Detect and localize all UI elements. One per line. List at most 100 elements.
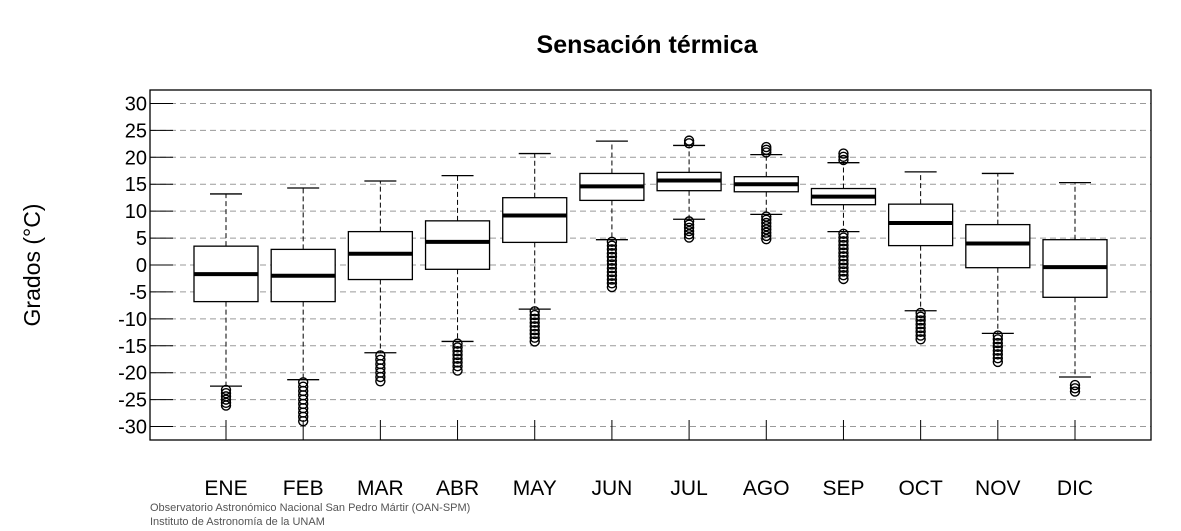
outlier-point <box>375 376 386 387</box>
outlier-point <box>529 336 540 347</box>
box-feb <box>270 187 336 427</box>
outlier-point <box>452 338 463 349</box>
y-tick-label: -5 <box>129 282 147 304</box>
outlier-point <box>606 281 618 293</box>
outlier-point <box>683 225 695 237</box>
outlier-point <box>529 309 540 321</box>
x-tick-label: ABR <box>436 477 479 500</box>
outlier-point <box>838 243 849 255</box>
x-tick-label: DIC <box>1057 477 1093 500</box>
x-tick-label: MAY <box>513 477 557 500</box>
credit-observatory: Observatorio Astronómico Nacional San Pe… <box>150 502 471 514</box>
x-tick-label: MAR <box>357 477 404 500</box>
outlier-point <box>992 356 1004 368</box>
outlier-point <box>606 259 618 270</box>
iqr-box <box>965 223 1031 269</box>
outlier-point <box>761 141 772 153</box>
y-tick-label: 15 <box>125 174 147 196</box>
outlier-point <box>606 274 618 285</box>
outlier-point <box>606 255 618 266</box>
credit-institute: Instituto de Astronomía de la UNAM <box>150 516 325 528</box>
outlier-point <box>529 313 540 325</box>
iqr-box <box>424 220 491 270</box>
outlier-point <box>761 147 772 158</box>
outlier-point <box>1069 383 1081 394</box>
outlier-point <box>606 236 618 248</box>
x-tick-label: OCT <box>898 477 943 500</box>
outlier-point <box>452 342 463 353</box>
y-axis: 30 25 20 15 10 5 0 -5 -10 -15 -20 -25 -30 <box>118 93 173 439</box>
outlier-point <box>992 330 1004 341</box>
outlier-point <box>838 232 849 243</box>
outlier-point <box>606 278 618 289</box>
box-jun <box>579 140 645 293</box>
outlier-point <box>838 262 849 273</box>
x-tick-label: JUN <box>591 477 632 500</box>
box-ago <box>733 141 799 245</box>
outlier-point <box>915 307 926 319</box>
outlier-point <box>452 365 463 376</box>
outlier-point <box>220 400 232 411</box>
outlier-point <box>761 144 772 155</box>
outlier-point <box>452 353 463 364</box>
outlier-point <box>915 330 926 341</box>
outlier-point <box>606 244 618 255</box>
plot-frame <box>149 89 1152 441</box>
outlier-point <box>838 258 849 270</box>
box-abr <box>424 174 491 376</box>
outlier-point <box>606 251 618 263</box>
outlier-point <box>838 154 849 166</box>
outlier-point <box>529 306 540 317</box>
outlier-point <box>529 328 540 340</box>
outlier-point <box>683 135 695 146</box>
outlier-point <box>915 322 926 334</box>
outlier-point <box>761 230 772 242</box>
outlier-point <box>915 315 926 326</box>
box-nov <box>965 172 1031 368</box>
outlier-point <box>761 227 772 238</box>
box-oct <box>887 171 954 345</box>
outlier-point <box>452 361 463 372</box>
outlier-point <box>529 321 540 332</box>
y-tick-label: -25 <box>118 390 147 412</box>
outlier-point <box>529 332 540 343</box>
outlier-point <box>761 233 772 245</box>
y-tick-label: 20 <box>125 147 147 169</box>
box-may <box>502 152 568 347</box>
chart-title: Sensación térmica <box>537 31 759 59</box>
y-axis-label: Grados (°C) <box>19 204 45 327</box>
outlier-point <box>606 247 618 259</box>
x-tick-label: NOV <box>975 477 1021 500</box>
outlier-point <box>1069 386 1081 397</box>
outlier-point <box>683 138 695 149</box>
outlier-point <box>992 334 1004 345</box>
outlier-point <box>606 266 618 278</box>
outlier-point <box>992 341 1004 353</box>
x-axis: ENE FEB MAR ABR MAY JUN JUL AGO SEP OCT NOV DIC <box>204 420 1093 500</box>
outlier-point <box>992 337 1004 349</box>
outlier-point <box>529 324 540 336</box>
outlier-point <box>838 239 849 251</box>
outlier-point <box>1069 379 1081 391</box>
outlier-point <box>220 397 232 409</box>
box-ene <box>193 193 259 411</box>
outlier-point <box>606 240 618 251</box>
outlier-point <box>606 263 618 274</box>
outlier-point <box>838 254 849 266</box>
outlier-point <box>838 236 849 247</box>
outlier-point <box>992 345 1004 356</box>
iqr-box <box>502 197 568 244</box>
outlier-point <box>838 228 849 239</box>
x-tick-label: AGO <box>743 477 790 500</box>
y-tick-label: 0 <box>136 255 147 277</box>
x-tick-label: SEP <box>822 477 864 500</box>
outlier-point <box>915 334 926 345</box>
outlier-point <box>838 270 849 281</box>
outlier-point <box>220 394 232 405</box>
y-tick-label: 5 <box>136 228 147 250</box>
outlier-point <box>838 148 849 159</box>
y-tick-label: 25 <box>125 120 147 142</box>
outlier-point <box>452 349 463 361</box>
y-tick-label: -20 <box>118 363 147 385</box>
